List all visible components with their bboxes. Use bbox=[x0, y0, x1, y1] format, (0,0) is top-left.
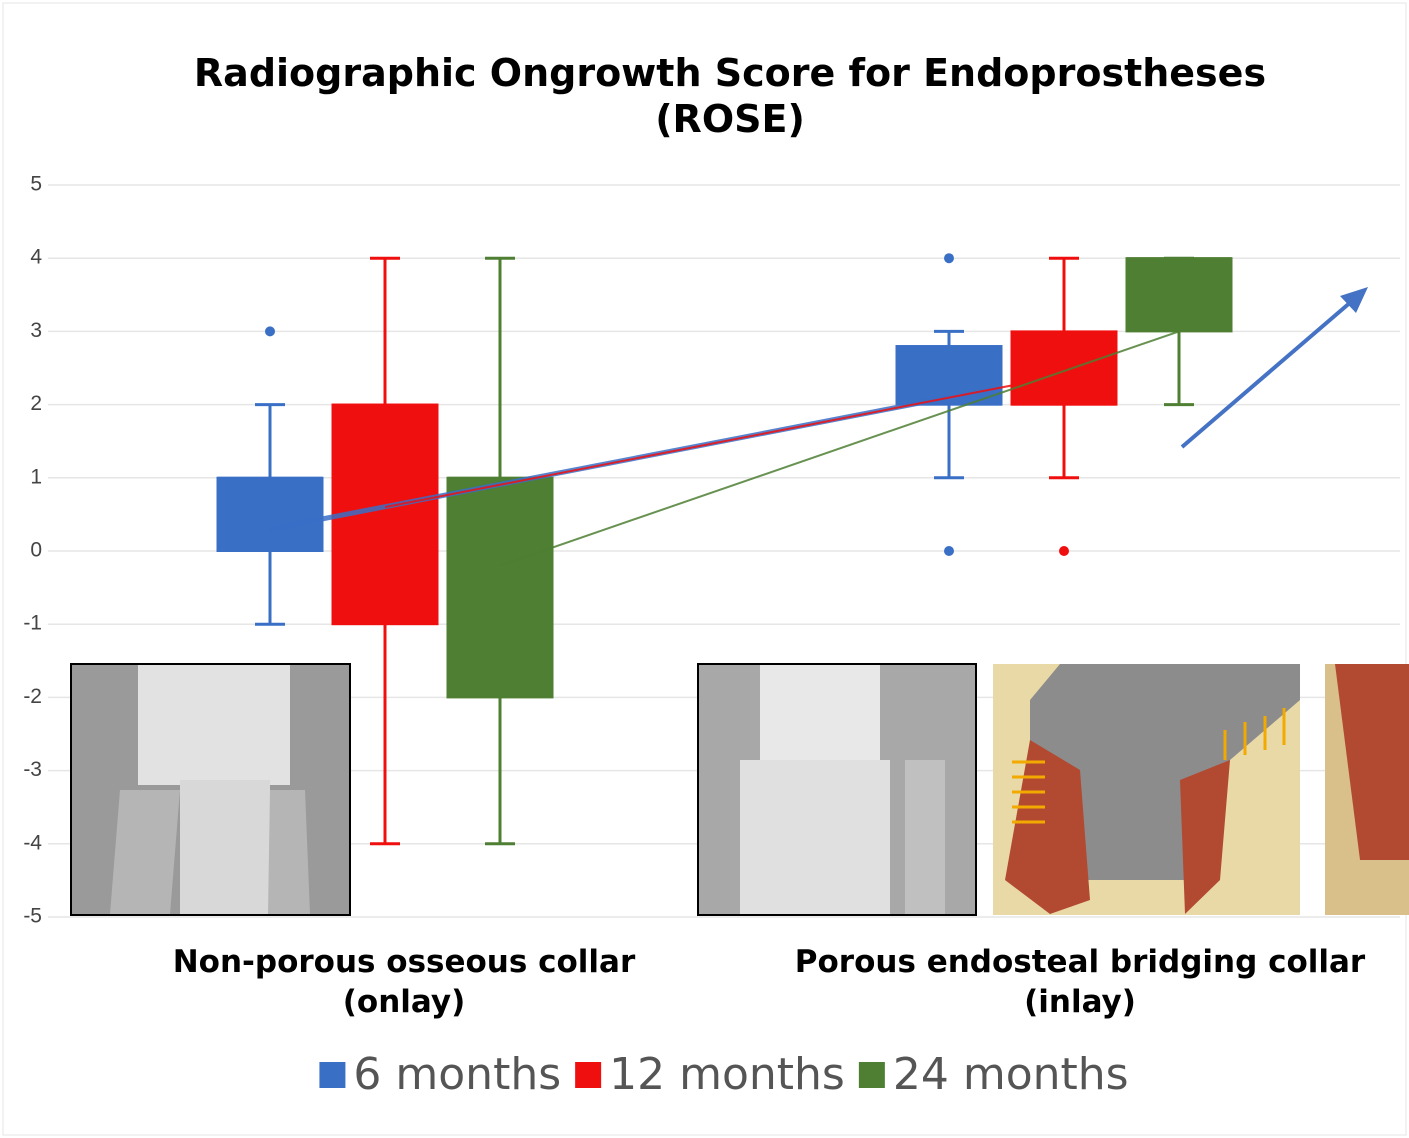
box bbox=[218, 478, 323, 551]
category-label: Porous endosteal bridging collar (inlay) bbox=[760, 942, 1400, 1022]
page: -5 -4 -3 -2 -1 0 1 2 3 4 5 6 months 12 months 24 mon… bbox=[0, 0, 1409, 1138]
xray-onlay bbox=[71, 664, 350, 915]
box bbox=[1127, 258, 1232, 331]
y-tick-label: -3 bbox=[23, 758, 42, 781]
y-tick-label: -1 bbox=[23, 612, 42, 635]
xray-inlay bbox=[698, 664, 976, 915]
y-tick-label: 0 bbox=[30, 539, 42, 562]
y-tick-label: 5 bbox=[30, 173, 42, 196]
mean-line bbox=[500, 331, 1179, 565]
y-tick-label: 4 bbox=[30, 246, 42, 269]
legend-swatch bbox=[575, 1062, 601, 1088]
legend-label: 6 months bbox=[353, 1049, 561, 1100]
collar-render bbox=[993, 664, 1409, 915]
legend-label: 24 months bbox=[893, 1049, 1129, 1100]
outlier bbox=[944, 546, 954, 556]
outlier bbox=[265, 326, 275, 336]
y-tick-label: -5 bbox=[23, 905, 42, 928]
y-tick-label: 2 bbox=[30, 392, 42, 415]
y-tick-label: 3 bbox=[30, 319, 42, 342]
chart-title: Radiographic Ongrowth Score for Endopros… bbox=[0, 50, 1409, 142]
box bbox=[448, 478, 553, 698]
y-tick-label: -4 bbox=[23, 831, 42, 854]
y-tick-label: 1 bbox=[30, 465, 42, 488]
legend-swatch bbox=[859, 1062, 885, 1088]
category-label: Non-porous osseous collar (onlay) bbox=[84, 942, 724, 1022]
box bbox=[897, 346, 1002, 405]
outlier bbox=[944, 253, 954, 263]
box bbox=[1012, 331, 1117, 404]
legend-swatch bbox=[319, 1062, 345, 1088]
outlier bbox=[1059, 546, 1069, 556]
y-tick-label: -2 bbox=[23, 685, 42, 708]
legend-label: 12 months bbox=[609, 1049, 845, 1100]
legend: 6 months 12 months 24 months bbox=[319, 1049, 1128, 1100]
